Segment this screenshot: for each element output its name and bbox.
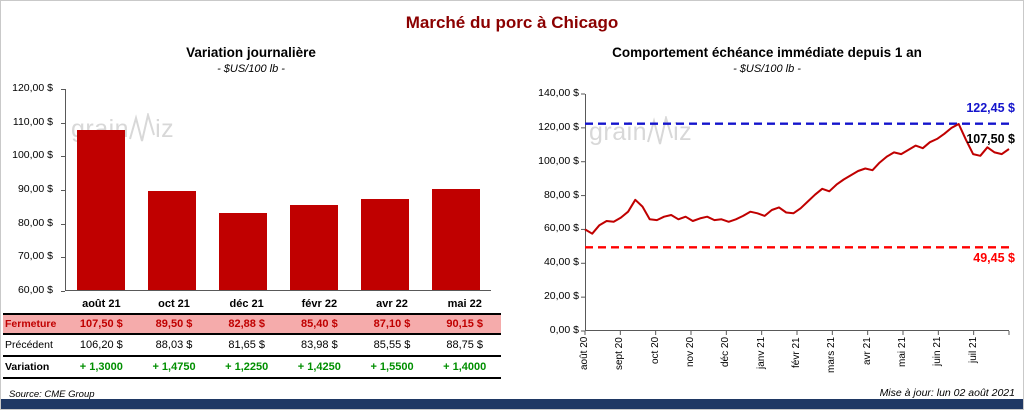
source-note: Source: CME Group (9, 389, 95, 400)
bar-chart-title: Variation journalière (186, 45, 316, 60)
bar-y-axis: 120,00 $ 110,00 $ 100,00 $ 90,00 $ 80,00 $ 70… (1, 82, 65, 296)
column-header: août 21 (82, 298, 121, 310)
bar-y-tick-label: 80,00 $ (17, 216, 53, 229)
row-label: Variation (5, 361, 50, 373)
line-y-tick-label: 140,00 $ (538, 87, 579, 99)
bar-y-tick (61, 156, 65, 158)
line-chart-title: Comportement échéance immédiate depuis 1… (612, 45, 922, 60)
line-x-tick-label: déc 20 (720, 337, 732, 368)
line-x-tick-label: oct 20 (649, 337, 661, 365)
column-header: déc 21 (229, 298, 264, 310)
column-header: mai 22 (447, 298, 482, 310)
update-note: Mise à jour: lun 02 août 2021 (879, 387, 1015, 399)
line-y-tick-label: 80,00 $ (543, 188, 579, 201)
bar (148, 190, 197, 290)
table-cell: 88,03 $ (155, 339, 193, 351)
table-cell: + 1,4000 (443, 361, 487, 373)
table-cell: 81,65 $ (228, 339, 266, 351)
bar (289, 204, 338, 290)
table-cell: + 1,5500 (370, 361, 414, 373)
bar (360, 198, 409, 290)
line-x-tick-label: nov 20 (685, 337, 696, 368)
bar-y-tick (61, 89, 65, 90)
line-x-tick-label: mai 21 (897, 337, 908, 368)
line-chart-subtitle: - $US/100 lb - (733, 63, 801, 75)
bar-y-tick (61, 257, 65, 259)
table-cell: 88,75 $ (446, 339, 484, 351)
page-title: Marché du porc à Chicago (405, 13, 619, 32)
bar-y-tick (61, 291, 65, 292)
line-x-tick-label: févr 21 (791, 337, 802, 368)
line-chart-panel: Comportement échéance immédiate depuis 1… (506, 1, 1023, 401)
bottom-bar (1, 399, 1023, 409)
table-cell: + 1,3000 (79, 361, 123, 373)
table-cell: + 1,2250 (225, 361, 269, 373)
watermark-text-right: iz (155, 114, 175, 143)
table-row-precedent: Précédent 106,20 $ 88,03 $ 81,65 $ 83,98 $ 85… (3, 335, 501, 357)
column-header: févr 22 (301, 298, 338, 310)
line-y-tick-label: 0,00 $ (549, 324, 579, 336)
bar-y-tick (61, 122, 65, 124)
line-x-tick-label: janv 21 (755, 337, 767, 370)
grainwiz-watermark: grain iz (589, 116, 692, 148)
line-y-tick-label: 120,00 $ (538, 120, 579, 133)
bar-y-tick (61, 223, 65, 225)
line-x-tick-label: avr 21 (861, 337, 873, 365)
line-y-tick-label: 20,00 $ (543, 290, 579, 303)
column-header: avr 22 (376, 298, 408, 310)
bar-y-tick-label: 110,00 $ (12, 115, 53, 128)
line-y-tick-label: 40,00 $ (543, 256, 579, 269)
bar-y-tick-label: 100,00 $ (12, 149, 53, 162)
line-x-tick-label: juil 21 (967, 337, 979, 364)
table-cell: + 1,4750 (152, 361, 196, 373)
column-header: oct 21 (158, 298, 190, 310)
price-line (584, 123, 1010, 235)
bar (431, 188, 480, 290)
line-x-tick-label: juin 21 (932, 337, 944, 367)
bar-chart-panel: Variation journalière - $US/100 lb - gra… (1, 1, 506, 401)
watermark-text-left: grain (589, 117, 648, 146)
row-label: Précédent (5, 339, 53, 351)
table-cell: 85,40 $ (301, 318, 338, 330)
bar-y-tick-label: 60,00 $ (17, 284, 53, 296)
line-plot-area (581, 93, 1010, 335)
bar-y-tick-label: 90,00 $ (17, 183, 53, 195)
table-cell: 90,15 $ (446, 318, 484, 330)
immediate-contract-line-chart: grain iz 140,00 $ 120,00 $ 100,00 $ 80,00 $… (523, 86, 1021, 398)
line-x-tick-label: mars 21 (826, 337, 838, 374)
bar-y-tick-label: 120,00 $ (12, 82, 53, 94)
bar (77, 130, 126, 290)
table-cell: + 1,4250 (297, 361, 341, 373)
table-cell: 87,10 $ (373, 318, 411, 330)
table-row-variation: Variation + 1,3000 + 1,4750 + 1,2250 + 1,425… (3, 357, 501, 379)
bar-y-tick-label: 70,00 $ (17, 250, 53, 263)
line-y-tick-label: 60,00 $ (543, 222, 579, 235)
line-y-axis: 140,00 $ 120,00 $ 100,00 $ 80,00 $ 60,00 $ 40… (523, 86, 579, 346)
line-x-tick-label: août 20 (579, 337, 590, 371)
bar-y-tick (61, 190, 65, 191)
bar-plot-area (65, 89, 491, 291)
table-header-row: août 21 oct 21 déc 21 févr 22 avr 22 mai 22 (3, 295, 501, 313)
table-cell: 89,50 $ (155, 318, 193, 330)
row-label: Fermeture (5, 318, 57, 330)
table-row-fermeture: Fermeture 107,50 $ 89,50 $ 82,88 $ 85,40 $ 87… (3, 313, 501, 335)
line-y-tick-label: 100,00 $ (538, 154, 579, 167)
table-cell: 82,88 $ (228, 318, 266, 330)
bar-chart-subtitle: - $US/100 lb - (217, 63, 285, 75)
table-cell: 85,55 $ (373, 339, 411, 351)
zigzag-icon (129, 113, 156, 142)
table-cell: 83,98 $ (301, 339, 338, 351)
table-cell: 106,20 $ (79, 339, 123, 351)
daily-variation-bar-chart: grain iz 120,00 $110,00 $100,00 $90,00 $… (1, 82, 501, 296)
table-cell: 107,50 $ (79, 318, 123, 330)
bar (219, 213, 268, 290)
price-table: août 21 oct 21 déc 21 févr 22 avr 22 mai 22 Fe… (3, 295, 501, 379)
line-x-tick-label: sept 20 (614, 337, 626, 370)
